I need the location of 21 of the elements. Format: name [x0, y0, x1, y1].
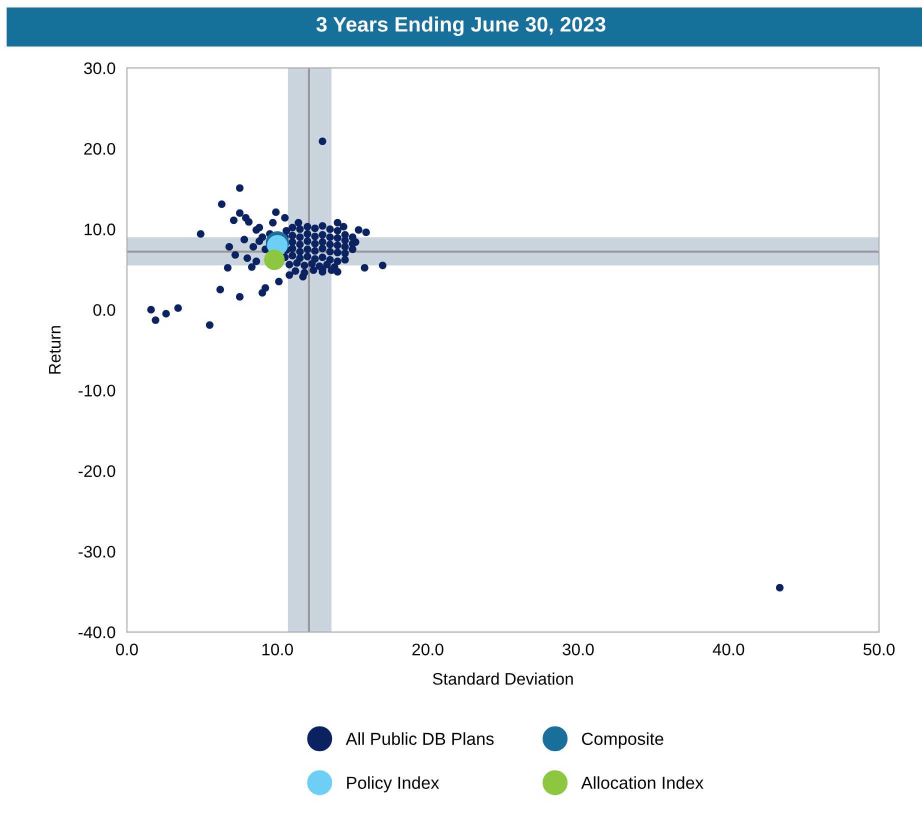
legend-label: Policy Index	[347, 776, 440, 792]
y-tick-label: 20.0	[84, 142, 116, 155]
y-tick-label: -10.0	[78, 384, 116, 396]
y-tick-label: -40.0	[78, 626, 116, 638]
x-tick-label: 20.0	[412, 644, 444, 656]
x-tick-label: 10.0	[262, 644, 293, 656]
y-tick-label: 10.0	[84, 224, 116, 236]
chart-title: 3 Years Ending June 30, 2023	[316, 16, 606, 36]
y-axis-title: Return	[49, 326, 61, 374]
legend-label: Allocation Index	[581, 776, 704, 789]
x-tick-label: 30.0	[562, 644, 594, 656]
y-tick-label: -20.0	[78, 465, 116, 478]
y-tick-label: 0.0	[93, 304, 116, 316]
x-tick-label: 40.0	[712, 644, 744, 656]
x-tick-label: 0.0	[116, 644, 138, 656]
legend-label: All Public DB Plans	[346, 732, 494, 746]
x-tick-label: 50.0	[863, 644, 895, 656]
y-tick-label: -30.0	[78, 546, 116, 558]
legend-label: Composite	[582, 732, 664, 748]
y-tick-label: 30.0	[84, 62, 116, 74]
x-axis-title: Standard Deviation	[432, 672, 573, 685]
